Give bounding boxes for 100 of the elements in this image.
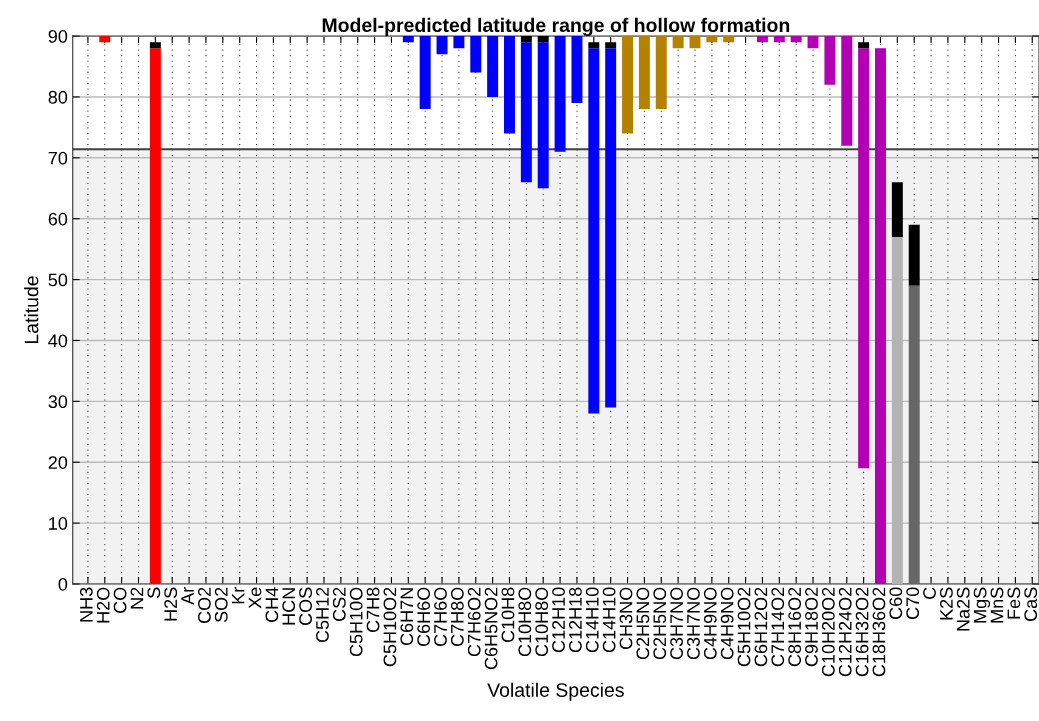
x-tick-label: C3H7NO [670, 587, 683, 660]
x-tick-label: N2 [130, 587, 144, 609]
x-tick-label: C10H8O [535, 587, 549, 657]
bar [672, 36, 684, 49]
x-tick-label: C3H7NO [687, 587, 700, 660]
bar [706, 36, 718, 43]
x-tick-label: C12H18 [569, 587, 582, 653]
y-tick-label: 20 [48, 456, 68, 469]
y-axis-title: Latitude [24, 276, 39, 344]
bar [487, 36, 499, 97]
x-tick-label: FeS [1007, 587, 1021, 619]
bar [554, 36, 566, 152]
y-tick-label: 40 [48, 334, 68, 348]
x-tick-label: C8H16O2 [788, 587, 802, 667]
x-tick-label: SO2 [214, 587, 228, 623]
bar [588, 48, 600, 414]
x-tick-label: MgS [973, 587, 991, 623]
x-tick-label: C9H18O2 [805, 587, 818, 667]
x-tick-label: K2S [940, 587, 953, 620]
x-tick-label: C16H32O2 [855, 587, 869, 677]
x-tick-label: C70 [906, 587, 920, 619]
bar [504, 36, 515, 134]
y-tick-label: 0 [58, 577, 68, 591]
x-tick-label: C7H6O [434, 587, 447, 647]
bar [436, 36, 448, 55]
x-tick-label: Na2S [956, 587, 970, 631]
y-tick-label: 50 [48, 273, 68, 287]
bar [537, 36, 549, 43]
x-tick-label: C12H10 [552, 587, 565, 653]
bar [858, 48, 870, 469]
x-tick-label: C5H10O2 [737, 587, 751, 667]
bar [605, 48, 617, 408]
x-tick-label: C6H12O2 [754, 587, 768, 667]
bar [908, 224, 920, 286]
x-tick-label: C10H8 [501, 587, 515, 643]
x-tick-label: C6H6O [417, 587, 431, 647]
x-tick-label: CaS [1024, 587, 1038, 621]
bar [520, 36, 532, 43]
x-tick-label: C7H8 [366, 587, 380, 633]
x-tick-label: C14H10 [585, 587, 599, 653]
bar [537, 42, 549, 189]
x-tick-label: C4H9NO [703, 587, 717, 660]
bar [638, 36, 650, 110]
y-tick-label: 30 [48, 395, 68, 409]
x-tick-label: CO2 [198, 587, 211, 623]
y-tick-label: 60 [48, 212, 68, 226]
x-tick-label: MnS [990, 587, 1004, 623]
bar [149, 48, 161, 585]
y-tick-label: 90 [48, 29, 68, 43]
x-tick-label: C6H5NO2 [484, 587, 498, 670]
x-tick-label: C7H6O2 [467, 587, 481, 657]
bar [655, 36, 667, 110]
x-tick-label: Kr [231, 587, 245, 604]
bar [891, 182, 903, 237]
bar [520, 42, 532, 183]
bar [807, 36, 819, 49]
x-tick-label: Ar [181, 587, 194, 605]
x-tick-label: C7H14O2 [771, 587, 785, 667]
x-tick-label: H2S [164, 587, 178, 621]
x-tick-label: CS2 [332, 587, 346, 621]
x-tick-label: C5H10O [349, 587, 363, 657]
x-tick-label: CO [113, 587, 127, 613]
bar [419, 36, 431, 110]
y-tick-label: 70 [48, 151, 68, 165]
bar [723, 36, 735, 43]
x-tick-label: C5H10O2 [383, 587, 397, 667]
bar [824, 36, 836, 85]
x-tick-label: C7H8O [450, 587, 464, 647]
x-tick-label: COS [299, 587, 312, 625]
bar [773, 36, 785, 43]
x-tick-label: C18H36O2 [872, 587, 886, 677]
x-tick-label: C60 [889, 587, 903, 619]
x-tick-label: C10H20O2 [821, 587, 835, 677]
x-tick-label: C14H10 [602, 587, 616, 653]
bar [908, 285, 920, 585]
y-tick-label: 10 [49, 517, 68, 530]
x-tick-label: H2O [96, 587, 110, 623]
bar [841, 36, 853, 146]
x-tick-label: C10H8O [518, 587, 532, 657]
bar [756, 36, 768, 43]
x-tick-label: CH4 [265, 587, 279, 622]
y-tick-label: 80 [48, 90, 68, 104]
bar [99, 36, 111, 43]
bar [453, 36, 465, 49]
x-tick-label: CH3NO [619, 587, 633, 650]
x-tick-label: NH3 [79, 587, 93, 622]
x-tick-label: C5H12 [316, 587, 329, 643]
x-tick-label: C2H5NO [653, 587, 667, 660]
x-tick-label: C2H5NO [636, 587, 650, 660]
bar [470, 36, 482, 73]
bar [875, 48, 886, 585]
x-axis-title: Volatile Species [487, 682, 624, 701]
bar [790, 36, 802, 43]
bar [622, 36, 634, 134]
x-tick-label: C [923, 587, 936, 599]
bar [689, 36, 701, 49]
bar [402, 36, 414, 43]
x-tick-label: S [147, 587, 161, 599]
x-tick-label: C6H7N [400, 588, 414, 646]
chart-title: Model-predicted latitude range of hollow formation [322, 17, 790, 36]
